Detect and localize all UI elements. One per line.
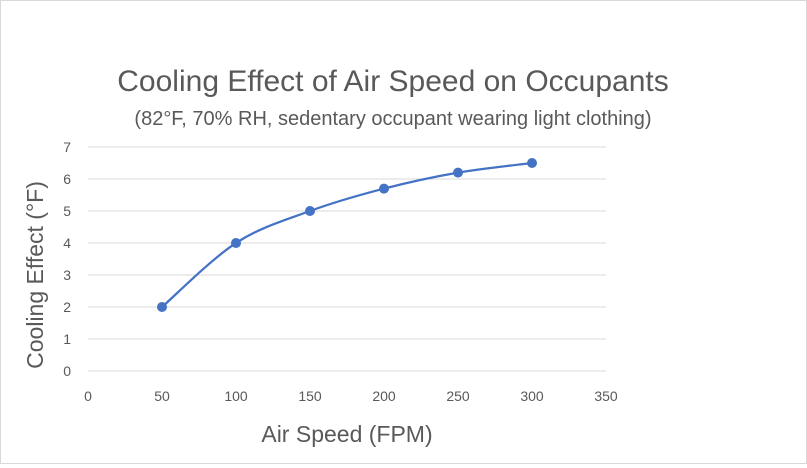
x-tick-label: 300 (520, 388, 544, 404)
grid-lines (88, 146, 606, 372)
x-tick-label: 250 (446, 388, 470, 404)
y-tick-labels: 0 1 2 3 4 5 6 7 (63, 139, 71, 379)
x-tick-label: 0 (84, 388, 92, 404)
data-point (379, 183, 389, 194)
data-points (157, 158, 537, 312)
y-tick-label: 2 (63, 299, 71, 315)
y-tick-label: 5 (63, 203, 71, 219)
series-line (161, 161, 533, 308)
y-tick-label: 1 (63, 331, 71, 347)
data-point (305, 206, 315, 216)
y-tick-label: 7 (63, 139, 71, 155)
y-tick-label: 4 (63, 235, 71, 251)
x-axis-title: Air Speed (FPM) (261, 421, 432, 447)
chart-title: Cooling Effect of Air Speed on Occupants (117, 65, 668, 98)
x-tick-labels: 0 50 100 150 200 250 300 350 (84, 388, 618, 404)
chart-subtitle: (82°F, 70% RH, sedentary occupant wearin… (134, 108, 651, 130)
x-tick-label: 350 (594, 388, 618, 404)
x-tick-label: 100 (224, 388, 248, 404)
y-tick-label: 6 (63, 171, 71, 187)
y-axis-title: Cooling Effect (°F) (22, 181, 48, 369)
y-tick-label: 0 (63, 363, 71, 379)
data-point (453, 167, 463, 178)
x-tick-label: 200 (372, 388, 396, 404)
x-tick-label: 150 (298, 388, 322, 404)
x-tick-label: 50 (154, 388, 170, 404)
data-point (527, 158, 537, 168)
data-point (157, 302, 167, 312)
data-point (231, 238, 241, 248)
y-tick-label: 3 (63, 267, 71, 283)
